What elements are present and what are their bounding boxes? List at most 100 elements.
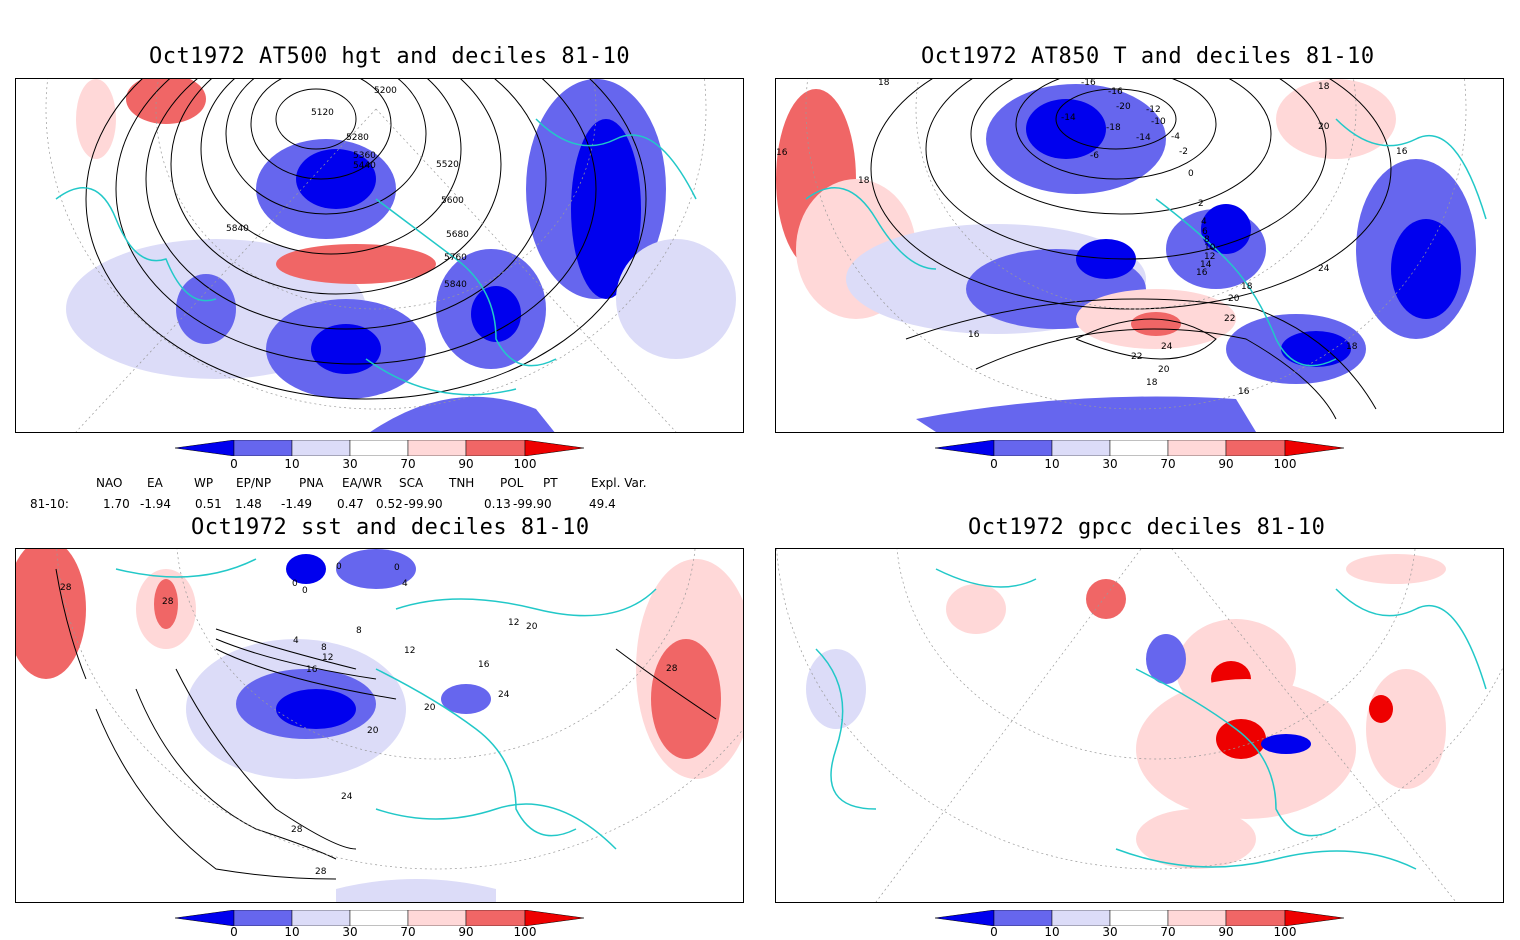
contour-label: 16 [306, 665, 318, 675]
panel-title-gpcc: Oct1972 gpcc deciles 81-10 [968, 515, 1326, 540]
contour-label: 12 [322, 653, 333, 663]
contour-label: 18 [878, 79, 890, 88]
colorbar-label: 10 [284, 925, 300, 939]
colorbar-gpcc: 0 10 30 70 90 100 [934, 909, 1345, 940]
contour-label: -6 [1090, 151, 1099, 161]
contour-label: 28 [666, 664, 678, 674]
graticule [56, 549, 743, 870]
index-value: 0.13 [484, 497, 511, 511]
contour-label: 8 [356, 626, 362, 636]
colorbar-label: 30 [1102, 457, 1118, 471]
contour-label: 6 [1202, 227, 1208, 237]
contour-label: 18 [1346, 342, 1358, 352]
index-header: EA [147, 476, 163, 490]
contour-label: 4 [402, 579, 408, 589]
colorbar-label: 0 [990, 925, 998, 939]
contour-label: 12 [1204, 252, 1215, 262]
index-value: 0.52 [376, 497, 403, 511]
panel-title-sst: Oct1972 sst and deciles 81-10 [191, 515, 590, 540]
contour-label: 24 [1318, 264, 1330, 274]
contour-label: -16 [1108, 87, 1123, 97]
colorbar-label: 70 [1160, 925, 1176, 939]
sst-contours [55, 568, 717, 880]
colorbar-label: 30 [342, 457, 358, 471]
contour-label: 12 [508, 618, 519, 628]
contour-label: -4 [1171, 132, 1180, 142]
contour-label: 5680 [446, 230, 469, 240]
contour-label: 22 [1131, 352, 1142, 362]
colorbar-label: 70 [1160, 457, 1176, 471]
contour-label: 5520 [436, 160, 459, 170]
index-header: PNA [299, 476, 324, 490]
contour-label: 0 [1188, 169, 1194, 179]
colorbar-hgt500: 0 10 30 70 90 100 [174, 439, 585, 474]
index-value: 49.4 [589, 497, 616, 511]
index-value: -99.90 [513, 497, 552, 511]
contour-label: 5280 [346, 133, 369, 143]
contour-label: 24 [341, 792, 353, 802]
contour-label: 20 [526, 622, 538, 632]
index-value: 0.51 [195, 497, 222, 511]
contour-label: 0 [292, 579, 298, 589]
contour-label: 5440 [353, 161, 376, 171]
contour-label: 20 [424, 703, 436, 713]
colorbar-label: 90 [1218, 457, 1234, 471]
contour-label: 28 [315, 867, 327, 877]
colorbar-label: 0 [230, 925, 238, 939]
index-header: Expl. Var. [591, 476, 647, 490]
contour-label: 28 [291, 825, 303, 835]
contour-label: -14 [1061, 113, 1076, 123]
colorbar-label: 10 [1044, 925, 1060, 939]
contour-label: 2 [1198, 199, 1204, 209]
contour-label: 18 [1318, 82, 1330, 92]
temperature-contours [870, 79, 1392, 420]
contour-label: -18 [1106, 123, 1121, 133]
index-value: 1.70 [103, 497, 130, 511]
index-value: 1.48 [235, 497, 262, 511]
contour-label: -10 [1151, 117, 1166, 127]
colorbar-label: 70 [400, 925, 416, 939]
index-row-label: 81-10: [30, 497, 69, 511]
colorbar-sst: 0 10 30 70 90 100 [174, 909, 585, 940]
colorbar-label: 100 [513, 457, 537, 471]
graticule [45, 79, 707, 432]
colorbar-label: 0 [230, 457, 238, 471]
contour-label: 5760 [444, 253, 467, 263]
contour-labels: 5200 5120 5280 5360 5440 5520 5600 5680 … [226, 86, 469, 290]
contour-label: 22 [1224, 314, 1235, 324]
contour-label: -2 [1179, 147, 1188, 157]
contour-label: -14 [1136, 133, 1151, 143]
colorbar-label: 30 [1102, 925, 1118, 939]
colorbar-label: 100 [1273, 457, 1297, 471]
contour-label: 24 [1161, 342, 1173, 352]
contour-label: 28 [60, 583, 72, 593]
colorbar-label: 10 [1044, 457, 1060, 471]
colorbar-label: 30 [342, 925, 358, 939]
colorbar-label: 90 [458, 457, 474, 471]
contour-label: -16 [1081, 79, 1096, 88]
panel-title-t850: Oct1972 AT850 T and deciles 81-10 [921, 44, 1375, 69]
index-header: SCA [399, 476, 424, 490]
contour-label: 16 [1396, 147, 1408, 157]
contour-label: 18 [858, 176, 870, 186]
contour-label: 12 [404, 646, 415, 656]
contour-label: 16 [478, 660, 490, 670]
index-header: EP/NP [236, 476, 272, 490]
contour-label: 20 [1318, 122, 1330, 132]
contour-label: 5360 [353, 151, 376, 161]
contour-label: 16 [1196, 268, 1208, 278]
colorbar-label: 100 [1273, 925, 1297, 939]
contour-label: 28 [162, 597, 174, 607]
index-value: -1.49 [281, 497, 313, 511]
contour-label: 5840 [226, 224, 249, 234]
index-value: -1.94 [140, 497, 172, 511]
index-header: POL [500, 476, 524, 490]
colorbar-label: 90 [458, 925, 474, 939]
decile-shading [806, 554, 1446, 869]
index-value: 0.47 [337, 497, 364, 511]
contour-label: 0 [302, 586, 308, 596]
index-header: WP [194, 476, 214, 490]
contour-label: 5200 [374, 86, 397, 96]
graticule [805, 79, 1467, 410]
contour-label: 4 [1201, 217, 1207, 227]
